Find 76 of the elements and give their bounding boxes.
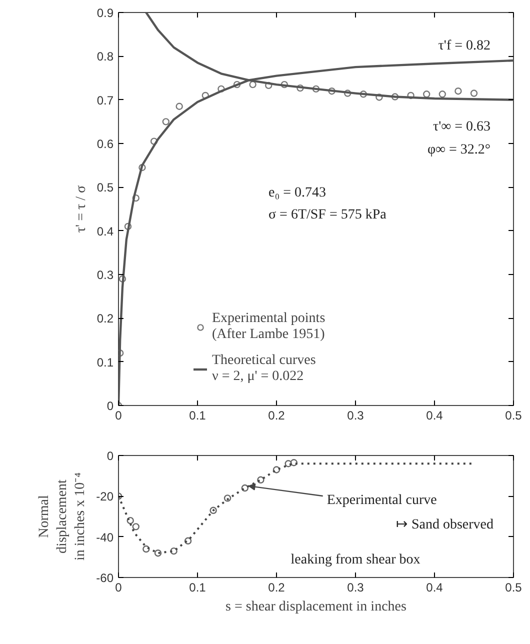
y-tick-label: 0.6 [96, 137, 114, 151]
y-tick-label: 0 [106, 399, 114, 413]
point [233, 80, 241, 88]
point [360, 90, 367, 98]
point [138, 164, 146, 172]
point [132, 523, 140, 530]
point [150, 138, 158, 145]
y-tick-label: 0.2 [96, 312, 114, 326]
x-tick-label: 0.5 [505, 408, 522, 422]
point [265, 82, 272, 90]
x-tick-label: 0 [115, 580, 122, 594]
point [241, 484, 248, 492]
y-tick-label: 0.4 [96, 224, 114, 238]
point [142, 545, 150, 553]
y-axis-title: Normal displacement in inches x 10⁻⁴ [37, 472, 88, 561]
x-tick-label: 0.2 [268, 408, 286, 422]
point [296, 84, 304, 92]
x-tick-label: 0.1 [189, 580, 206, 594]
x-tick-label: 0.3 [347, 408, 364, 422]
point [312, 85, 320, 93]
annotation: τ'∞ = 0.63 [432, 120, 491, 134]
point [162, 118, 170, 126]
y-tick-label: -40 [96, 530, 114, 544]
legend-label: Experimental points (After Lambe 1951) [212, 311, 326, 343]
point [218, 85, 225, 93]
y-tick-label: 0.8 [96, 50, 114, 64]
y-tick-label: 0.3 [96, 268, 114, 282]
x-tick-label: 0.1 [189, 408, 206, 422]
point [154, 550, 162, 557]
point [391, 93, 399, 100]
point [176, 102, 183, 110]
point [438, 90, 446, 98]
annotation: leaking from shear box [290, 552, 420, 568]
point [344, 90, 352, 97]
annotation: σ = 6T/SF = 575 kPa [268, 208, 388, 222]
y-tick-label: 0.9 [96, 6, 114, 20]
x-axis-title: s = shear displacement in inches [226, 600, 406, 614]
point [290, 459, 298, 466]
annotation: e₀ = 0.743 [268, 186, 326, 200]
x-tick-label: 0.4 [426, 580, 444, 594]
point [470, 90, 478, 97]
annotation: Experimental curve [326, 493, 437, 508]
point [284, 460, 292, 468]
point [423, 90, 430, 98]
y-tick-label: -20 [96, 490, 114, 504]
annotation: ↦ Sand observed [396, 518, 494, 532]
point [124, 222, 132, 230]
y-tick-label: -60 [96, 571, 114, 585]
y-tick-label: 0 [106, 449, 114, 463]
y-tick-label: 0.5 [96, 180, 114, 195]
x-tick-label: 0.3 [347, 580, 364, 594]
point [170, 547, 178, 555]
point [328, 88, 336, 95]
point [272, 466, 280, 474]
point [126, 516, 134, 524]
legend-label: Theoretical curves ν = 2, μ' = 0.022 [212, 353, 316, 385]
point [249, 80, 256, 88]
x-tick-label: 0 [115, 408, 122, 422]
y-axis-title: τ' = τ / σ [74, 184, 89, 233]
point [118, 275, 126, 282]
point [132, 194, 140, 202]
y-tick-label: 0.1 [96, 355, 114, 370]
point [184, 537, 192, 544]
point [210, 506, 217, 514]
point [407, 92, 414, 100]
y-tick-label: 0.7 [96, 93, 114, 108]
point [376, 94, 383, 101]
x-tick-label: 0.2 [268, 580, 286, 594]
x-tick-label: 0.4 [426, 408, 444, 422]
point [280, 80, 288, 88]
annotation: φ∞ = 32.2° [427, 142, 491, 158]
x-tick-label: 0.5 [505, 580, 522, 594]
point [224, 494, 232, 502]
point [454, 88, 462, 95]
annotation: τ'f = 0.82 [438, 38, 491, 54]
point [257, 476, 264, 484]
